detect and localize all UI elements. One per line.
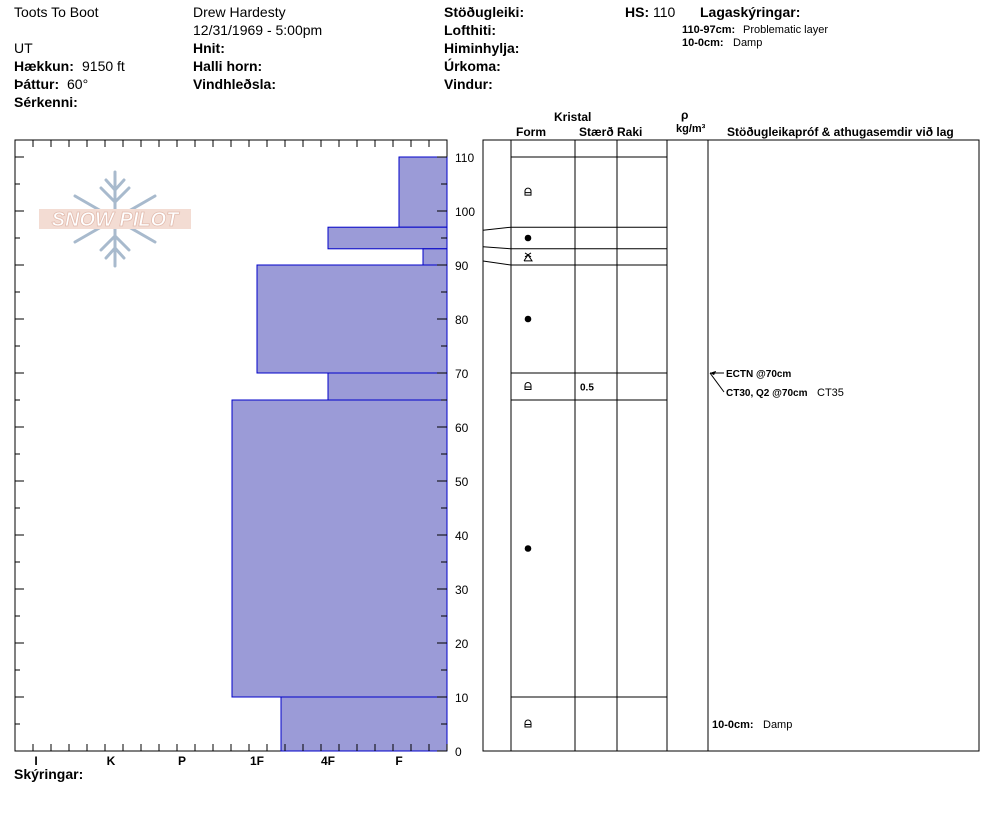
sky-label: Himinhylja: <box>444 40 520 56</box>
aspect-value: 60° <box>67 76 89 92</box>
snowpilot-logo: SNOW PILOT <box>39 170 191 268</box>
depth-connector <box>482 246 512 250</box>
density-symbol: ρ <box>681 108 689 122</box>
depth-tick-label: 10 <box>455 691 469 705</box>
layer-note-text-1: Problematic layer <box>743 24 828 36</box>
grain-size-value: 0.5 <box>580 383 594 394</box>
rounded-grain-icon <box>524 545 532 552</box>
logo-text: SNOW PILOT <box>52 209 180 231</box>
hardness-bar <box>398 156 448 228</box>
depth-tick-label: 100 <box>455 205 475 219</box>
moisture-column-header: Raki <box>617 125 643 139</box>
layer-notes-label: Lagaskýringar: <box>700 4 801 20</box>
crystal-table-columns <box>510 140 709 751</box>
hardness-label: 4F <box>321 754 335 768</box>
hardness-label: F <box>395 754 402 768</box>
hardness-bar <box>327 372 448 401</box>
depth-tick-label: 110 <box>455 151 474 165</box>
stability-test-label: CT30, Q2 @70cm <box>726 388 808 399</box>
faceted-rounded-icon <box>524 719 532 728</box>
precip-label: Úrkoma: <box>444 58 501 74</box>
region: UT <box>14 40 33 56</box>
test-arrow-line <box>709 372 725 393</box>
stability-test-label: ECTN @70cm <box>726 369 791 380</box>
hardness-bars <box>231 156 448 752</box>
coords-label: Hnit: <box>193 40 225 56</box>
hs-label: HS: <box>625 4 650 20</box>
hardness-bar <box>256 264 448 374</box>
aspect-label: Þáttur: <box>14 76 60 92</box>
faceted-rounded-icon <box>524 187 532 196</box>
kristal-header: Kristal <box>554 110 592 124</box>
observation-datetime: 12/31/1969 - 5:00pm <box>193 22 323 38</box>
layer-note-text-2: Damp <box>733 37 763 49</box>
depth-tick-label: 70 <box>455 367 469 381</box>
logo-band <box>39 209 191 229</box>
stability-test-extra: CT35 <box>817 387 844 399</box>
depth-connector <box>482 226 512 231</box>
surface-hoar-icon <box>523 252 533 262</box>
hardness-label: K <box>107 754 116 768</box>
depth-tick-label: 50 <box>455 475 469 489</box>
features-label: Sérkenni: <box>14 94 78 110</box>
hardness-bar <box>327 226 448 250</box>
depth-tick-label: 80 <box>455 313 469 327</box>
test-arrow-head <box>710 371 716 375</box>
hs-value: 110 <box>653 4 676 20</box>
elevation-value: 9150 ft <box>82 58 125 74</box>
layer-note-range-1: 110-97cm: <box>682 24 736 36</box>
hardness-label: I <box>34 754 37 768</box>
depth-tick-label: 30 <box>455 583 469 597</box>
faceted-rounded-icon <box>524 382 532 390</box>
top-ticks <box>14 140 448 147</box>
observer-name: Drew Hardesty <box>193 4 286 20</box>
layer-note-range-2: 10-0cm: <box>682 37 724 49</box>
layer-comment-range: 10-0cm: <box>712 719 754 731</box>
crystal-table-rows <box>482 156 667 698</box>
stability-label: Stöðugleiki: <box>444 4 525 20</box>
rounded-grain-icon <box>524 315 532 323</box>
depth-tick-label: 0 <box>455 745 462 759</box>
rounded-grain-icon <box>524 234 532 242</box>
depth-connector <box>482 260 512 266</box>
depth-tick-label: 40 <box>455 529 469 543</box>
wind-loading-label: Vindhleðsla: <box>193 76 276 92</box>
depth-tick-label: 90 <box>455 259 469 273</box>
air-temp-label: Lofthiti: <box>444 22 497 38</box>
location-name: Toots To Boot <box>14 4 99 20</box>
stability-tests: ECTN @70cm CT30, Q2 @70cm CT35 10-0cm: Damp <box>709 369 844 731</box>
slope-label: Halli horn: <box>193 58 263 74</box>
density-unit: kg/m³ <box>676 123 706 135</box>
tests-column-header: Stöðugleikapróf & athugasemdir við lag <box>727 125 954 139</box>
depth-tick-label: 20 <box>455 637 469 651</box>
hardness-label: 1F <box>250 754 264 768</box>
hardness-bar <box>231 399 448 698</box>
wind-label: Vindur: <box>444 76 493 92</box>
crystal-form-symbols: 0.5 <box>523 187 594 728</box>
hardness-label: P <box>178 754 186 768</box>
hardness-axis: I K P 1F 4F F <box>14 744 448 768</box>
notes-label: Skýringar: <box>14 766 84 782</box>
hardness-bar <box>280 696 448 752</box>
crystal-table-frame <box>482 139 980 752</box>
elevation-label: Hækkun: <box>14 58 74 74</box>
depth-tick-label: 60 <box>455 421 469 435</box>
form-column-header: Form <box>516 125 546 139</box>
depth-axis: 0 10 20 30 40 50 60 70 80 90 100 110 <box>15 151 475 759</box>
layer-comment-text: Damp <box>763 719 792 731</box>
hardness-bar <box>422 248 448 266</box>
size-column-header: Stærð <box>579 125 614 139</box>
